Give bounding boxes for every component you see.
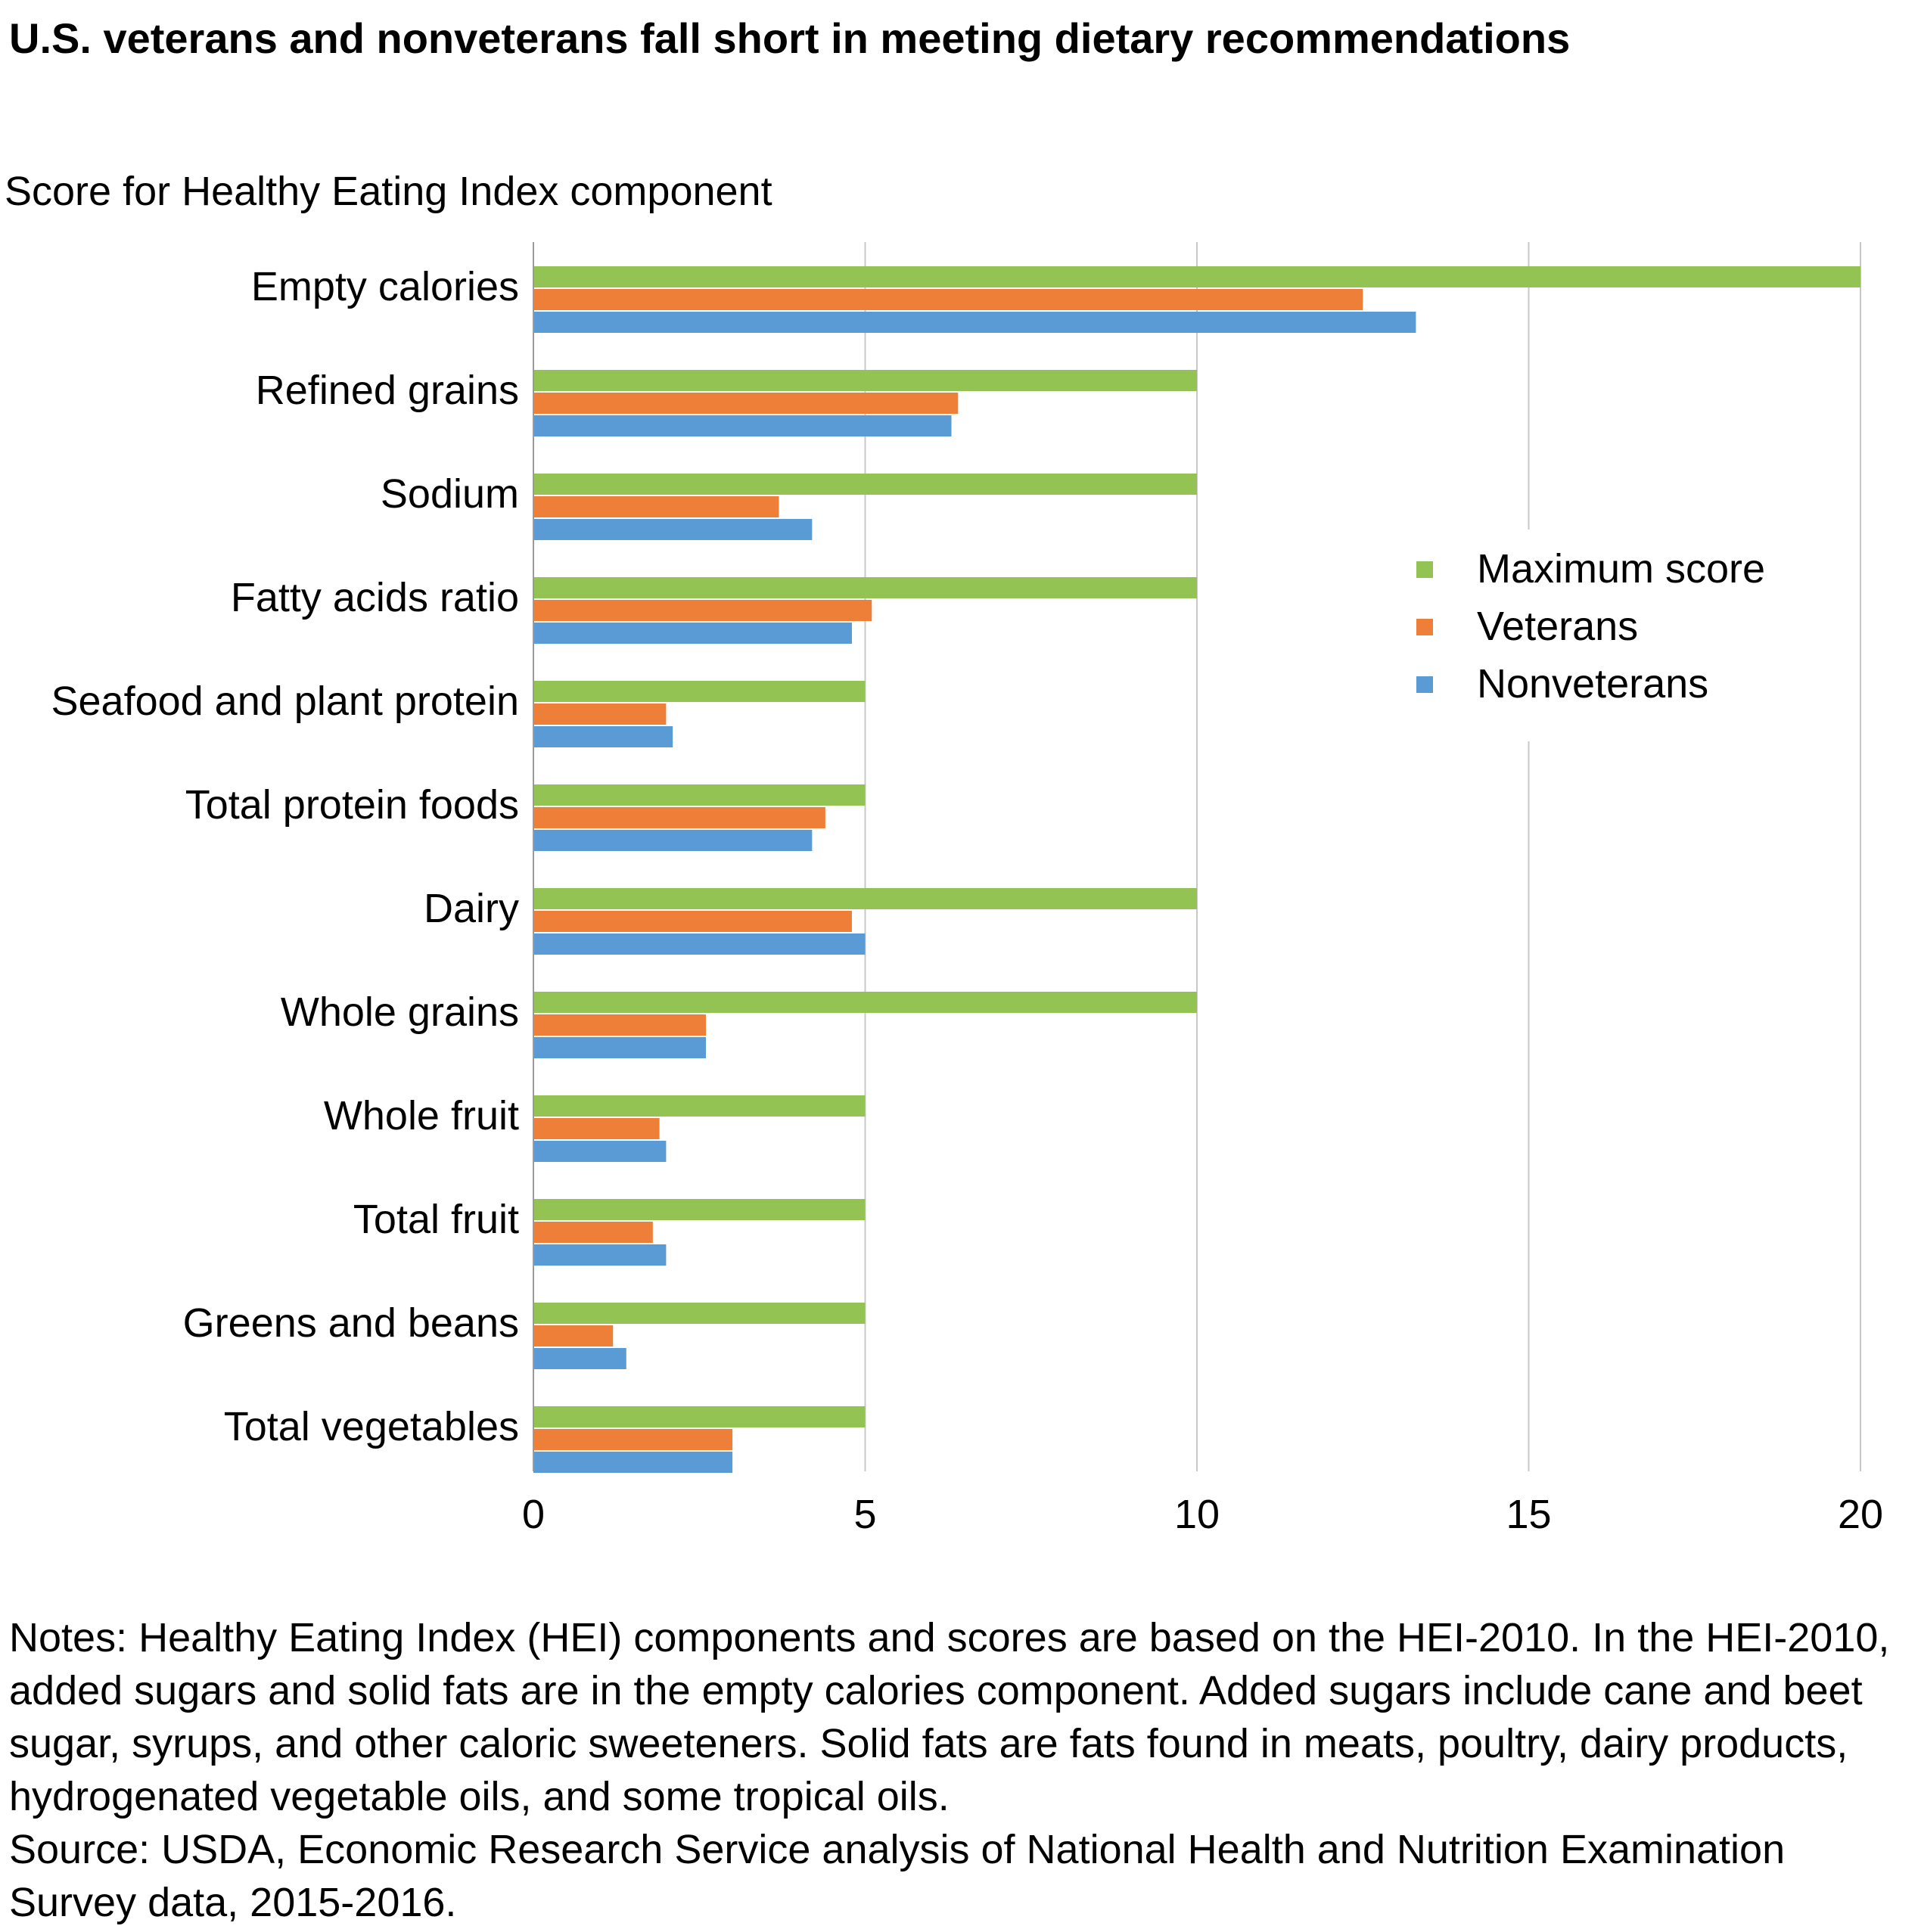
legend-background [1377,530,1801,741]
bar-nonveterans [533,623,852,644]
bar-maximum-score [533,992,1197,1013]
category-label: Whole grains [281,989,519,1035]
bar-nonveterans [533,1452,733,1473]
category-label: Sodium [381,471,519,517]
x-tick-label: 0 [522,1492,545,1537]
bar-veterans [533,911,852,932]
bar-maximum-score [533,681,866,702]
bar-nonveterans [533,1141,667,1162]
category-label: Fatty acids ratio [231,575,519,620]
bar-veterans [533,496,779,517]
category-label: Dairy [424,886,519,931]
bar-maximum-score [533,474,1197,495]
bar-nonveterans [533,1037,707,1058]
bar-veterans [533,704,667,725]
category-label: Refined grains [256,368,519,413]
bar-veterans [533,1118,660,1139]
legend-label: Veterans [1477,604,1638,649]
bar-nonveterans [533,312,1416,333]
bar-maximum-score [533,888,1197,909]
bar-maximum-score [533,1095,866,1117]
legend-swatch [1416,619,1433,635]
legend-swatch [1416,676,1433,693]
category-label: Empty calories [251,264,519,309]
category-label: Greens and beans [183,1300,519,1346]
hei-bar-chart: Empty calories Refined grains Sodium Fatty … [51,242,1883,1537]
bar-maximum-score [533,784,866,806]
notes-text: Notes: Healthy Eating Index (HEI) compon… [9,1615,1890,1819]
bar-nonveterans [533,1348,626,1369]
bar-nonveterans [533,830,813,851]
bar-maximum-score [533,1199,866,1220]
x-tick-label: 10 [1174,1492,1220,1537]
category-label: Whole fruit [324,1093,519,1138]
source-text: Source: USDA, Economic Research Service … [9,1827,1786,1925]
bar-maximum-score [533,1406,866,1427]
bar-nonveterans [533,726,673,747]
legend-swatch [1416,561,1433,578]
category-label: Seafood and plant protein [51,679,520,724]
bar-veterans [533,289,1363,310]
legend-label: Maximum score [1477,546,1765,592]
bar-veterans [533,1222,653,1243]
bar-maximum-score [533,370,1197,391]
x-tick-label: 5 [853,1492,876,1537]
bar-nonveterans [533,519,813,540]
bar-maximum-score [533,577,1197,598]
bar-veterans [533,600,872,621]
bar-nonveterans [533,415,952,436]
bar-nonveterans [533,1244,667,1266]
x-tick-label: 15 [1506,1492,1551,1537]
category-label: Total protein foods [185,782,519,828]
bar-nonveterans [533,933,866,955]
bar-veterans [533,1325,614,1346]
bar-veterans [533,807,825,828]
bar-veterans [533,1429,733,1450]
bar-veterans [533,393,959,414]
category-label: Total fruit [353,1197,519,1242]
chart-subtitle: Score for Healthy Eating Index component [5,169,772,214]
legend-label: Nonveterans [1477,661,1708,707]
bar-veterans [533,1014,707,1036]
notes-block: Notes: Healthy Eating Index (HEI) compon… [9,1611,1901,1929]
x-tick-label: 20 [1838,1492,1883,1537]
category-label: Total vegetables [224,1404,519,1449]
bar-maximum-score [533,266,1860,287]
bar-maximum-score [533,1303,866,1324]
chart-title: U.S. veterans and nonveterans fall short… [9,14,1571,62]
